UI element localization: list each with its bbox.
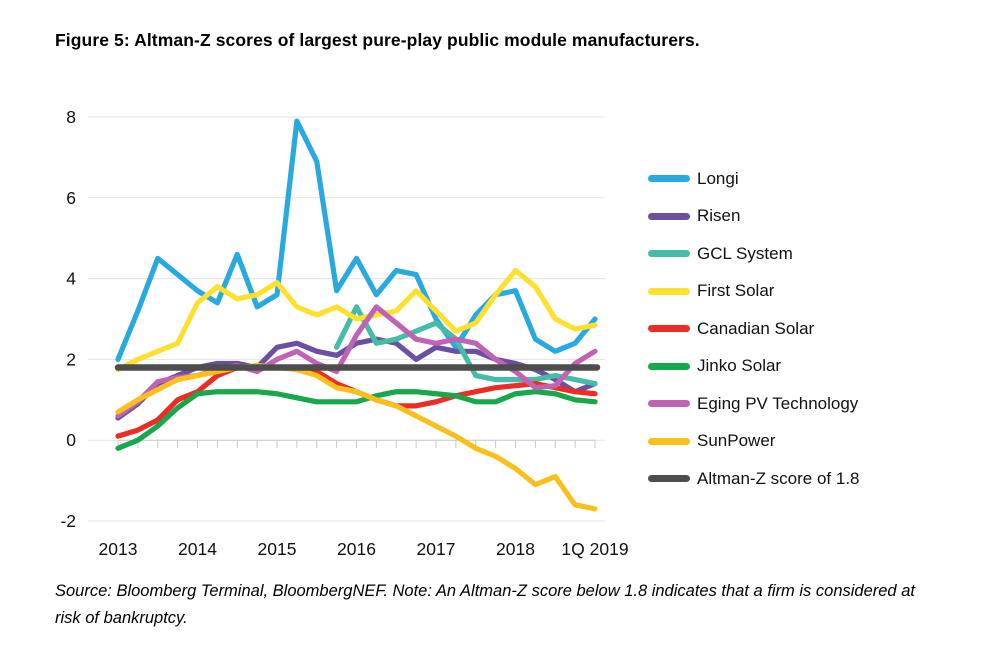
y-axis-labels-group: -2 0 2 4 6 8: [60, 107, 76, 531]
data-series-group: [115, 118, 598, 512]
series-line-first-solar: [115, 267, 598, 373]
x-axis-tick-label: 2015: [258, 539, 297, 559]
legend-item-label: GCL System: [697, 243, 793, 263]
legend-swatch-icon: [648, 475, 690, 483]
source-note-line-1: Source: Bloomberg Terminal, BloombergNEF…: [55, 582, 763, 600]
legend-item-label: Risen: [697, 206, 741, 226]
figure-title: Figure 5: Altman-Z scores of largest pur…: [55, 30, 700, 50]
legend-item[interactable]: Risen: [648, 198, 978, 236]
legend-item-label: Eging PV Technology: [697, 393, 859, 413]
legend-item[interactable]: Canadian Solar: [648, 310, 978, 348]
legend-item-label: Altman-Z score of 1.8: [697, 468, 860, 488]
legend-item-label: SunPower: [697, 431, 776, 451]
y-axis-tick-label: -2: [60, 511, 76, 531]
legend-item[interactable]: SunPower: [648, 423, 978, 461]
x-axis-tick-label: 1Q 2019: [561, 539, 628, 559]
line-chart-svg: -2 0 2 4 6 8 2013 2014 2015 2016 2017 2018 1Q 2019: [60, 107, 629, 559]
source-note-line-2: firm is considered at risk of bankruptcy…: [55, 582, 915, 628]
legend-item[interactable]: Altman-Z score of 1.8: [648, 460, 978, 498]
legend-item[interactable]: Jinko Solar: [648, 348, 978, 386]
x-axis-tick-label: 2016: [337, 539, 376, 559]
legend-item[interactable]: Eging PV Technology: [648, 385, 978, 423]
legend-item[interactable]: GCL System: [648, 235, 978, 273]
legend-swatch-icon: [648, 175, 690, 183]
y-axis-tick-label: 4: [66, 269, 76, 289]
legend-swatch-icon: [648, 325, 690, 333]
legend-item-label: Jinko Solar: [697, 356, 782, 376]
x-axis-labels-group: 2013 2014 2015 2016 2017 2018 1Q 2019: [99, 539, 629, 559]
series-line-jinko-solar: [115, 389, 598, 451]
series-line-gcl-system: [334, 304, 598, 387]
legend-swatch-icon: [648, 250, 690, 258]
legend-swatch-icon: [648, 287, 690, 295]
x-axis-tick-label: 2018: [496, 539, 535, 559]
legend-swatch-icon: [648, 400, 690, 408]
legend-swatch-icon: [648, 362, 690, 370]
legend-item[interactable]: First Solar: [648, 273, 978, 311]
x-axis-tick-label: 2013: [99, 539, 138, 559]
y-axis-tick-label: 8: [66, 107, 76, 127]
series-line-longi: [115, 118, 598, 362]
y-axis-tick-label: 0: [66, 430, 76, 450]
legend-item-label: First Solar: [697, 281, 775, 301]
legend-swatch-icon: [648, 437, 690, 445]
chart-legend: Longi Risen GCL System First Solar Canadian …: [648, 160, 978, 498]
legend-item-label: Canadian Solar: [697, 318, 815, 338]
series-line-sunpower: [115, 362, 598, 512]
x-axis-tick-label: 2017: [417, 539, 456, 559]
x-axis-tick-label: 2014: [178, 539, 217, 559]
legend-item[interactable]: Longi: [648, 160, 978, 198]
legend-swatch-icon: [648, 212, 690, 220]
y-axis-tick-label: 2: [66, 349, 76, 369]
y-axis-tick-label: 6: [66, 188, 76, 208]
source-note: Source: Bloomberg Terminal, BloombergNEF…: [55, 578, 935, 632]
legend-item-label: Longi: [697, 168, 739, 188]
chart-plot-area: -2 0 2 4 6 8 2013 2014 2015 2016 2017 2018 1Q 2019: [0, 85, 1000, 565]
x-tickmarks-group: [117, 439, 596, 449]
